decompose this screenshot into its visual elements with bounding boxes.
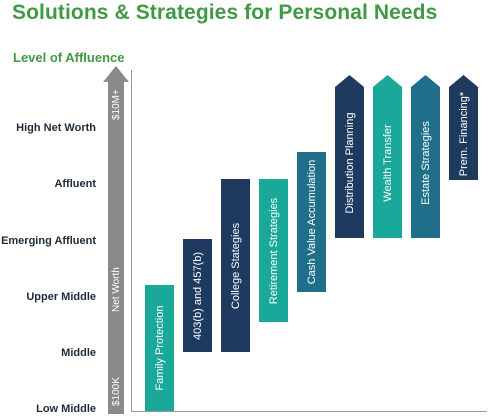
net-worth-bottom-label: $100K [111,377,122,406]
level-high-net-worth: High Net Worth [16,122,96,134]
bar-distribution-planning: Distribution Planning [335,75,364,238]
chart-vertical-baseline [131,70,132,412]
level-affluent: Affluent [54,178,96,190]
bar-fill [145,285,174,411]
bar-403b-457b-label: 403(b) and 457(b) [191,251,204,340]
bar-fill [259,179,288,322]
bar-wealth-transfer-label: Wealth Transfer [381,123,394,202]
bar-fill [373,75,402,238]
bar-cash-value-accumulation: Cash Value Accumulation [297,152,326,292]
y-axis-title: Level of Affluence [13,50,125,65]
bar-premium-financing-shape [449,75,478,180]
bar-fill [449,75,478,180]
bar-wealth-transfer-shape [373,75,402,238]
level-middle: Middle [61,347,96,359]
bar-fill [335,75,364,238]
bar-403b-457b-shape [183,239,212,352]
bar-distribution-planning-label: Distribution Planning [343,112,356,213]
level-low-middle: Low Middle [36,403,96,415]
bar-fill [221,179,250,352]
bar-premium-financing-label: Prem. Financing* [457,91,470,176]
bar-wealth-transfer: Wealth Transfer [373,75,402,238]
bar-cash-value-accumulation-label: Cash Value Accumulation [305,159,318,285]
bar-premium-financing: Prem. Financing* [449,75,478,180]
bar-fill [183,239,212,352]
page-title: Solutions & Strategies for Personal Need… [12,1,438,24]
bar-retirement-strategies-label: Retirement Strategies [267,197,280,304]
net-worth-arrow-shape [103,66,129,414]
bar-family-protection-shape [145,285,174,411]
chart-horizontal-baseline [131,411,487,412]
bar-fill [297,152,326,292]
bar-college-strategies-shape [221,179,250,352]
bar-estate-strategies-shape [411,75,440,238]
bar-retirement-strategies-shape [259,179,288,322]
bar-estate-strategies-label: Estate Strategies [419,120,432,205]
bar-403b-457b: 403(b) and 457(b) [183,239,212,352]
bar-college-strategies: College Stategies [221,179,250,352]
bar-cash-value-accumulation-shape [297,152,326,292]
bar-retirement-strategies: Retirement Strategies [259,179,288,322]
level-upper-middle: Upper Middle [26,291,96,303]
net-worth-middle-label: Net Worth [111,267,122,312]
bar-fill [411,75,440,238]
bar-family-protection-label: Family Protection [153,305,166,391]
net-worth-arrow: $10M+ Net Worth $100K [103,66,129,414]
bar-family-protection: Family Protection [145,285,174,411]
bar-college-strategies-label: College Stategies [229,222,242,309]
bar-distribution-planning-shape [335,75,364,238]
level-emerging-affluent: Emerging Affluent [1,235,96,247]
bar-estate-strategies: Estate Strategies [411,75,440,238]
net-worth-top-label: $10M+ [111,89,122,120]
